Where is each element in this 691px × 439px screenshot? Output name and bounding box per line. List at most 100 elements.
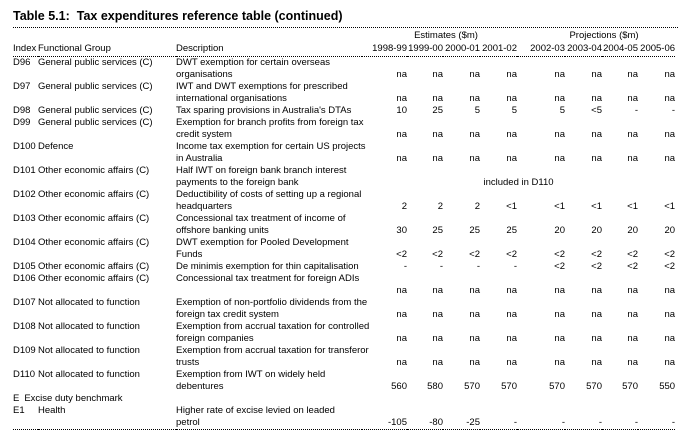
row-value: na	[591, 309, 602, 320]
row-description-line: DWT exemption for Pooled Development	[176, 237, 349, 248]
row-group: Not allocated to function	[38, 321, 140, 332]
estimates-group-header: Estimates ($m)	[414, 30, 478, 41]
row-value: na	[432, 309, 443, 320]
row-value: <2	[554, 261, 565, 272]
row-description: Exemption from accrual taxation for cont…	[176, 321, 370, 345]
row-value: na	[664, 93, 676, 104]
row-description: Exemption of non-portfolio dividends fro…	[176, 297, 367, 321]
row-value: <2	[506, 249, 517, 260]
row-index: D98	[13, 105, 31, 116]
table-row: D104 Other economic affairs (C) DWT exempt…	[13, 237, 675, 261]
row-value: na	[591, 153, 602, 164]
row-value: <2	[627, 261, 638, 272]
table-row: D101 Other economic affairs (C) Half IWT o…	[13, 165, 675, 189]
row-index: D104	[13, 237, 36, 248]
table-row: D98 General public services (C) Tax sparin…	[13, 105, 675, 117]
column-header-year: 1999-00	[407, 42, 443, 57]
row-value: na	[469, 285, 480, 296]
row-value: na	[506, 333, 517, 344]
table-title: Table 5.1: Tax expenditures reference tab…	[13, 9, 678, 28]
row-value: 580	[427, 381, 443, 392]
row-index: D103	[13, 213, 36, 224]
row-value: na	[554, 333, 565, 344]
row-description-line: Deductibility of costs of setting up a r…	[176, 189, 362, 200]
row-description-line: Higher rate of excise levied on leaded	[176, 405, 335, 416]
row-value: na	[432, 69, 443, 80]
row-value: -	[513, 261, 517, 272]
column-header-year: 2000-01	[443, 42, 480, 57]
row-description-line: Half IWT on foreign bank branch interest	[176, 165, 347, 176]
row-index: D110	[13, 369, 36, 380]
row-value: na	[396, 93, 407, 104]
row-description-line: headquarters	[176, 201, 232, 212]
row-value: na	[627, 129, 638, 140]
row-value: na	[664, 129, 676, 140]
row-value: na	[469, 309, 480, 320]
row-description-line: trusts	[176, 357, 200, 368]
column-header-year: 2001-02	[480, 42, 517, 57]
row-description: Concessional tax treatment for foreign A…	[176, 273, 362, 297]
row-value: <2	[591, 261, 602, 272]
row-value: na	[396, 69, 407, 80]
column-header-year: 2005-06	[638, 42, 676, 57]
row-note: included in D110	[483, 177, 554, 188]
row-value: <2	[664, 249, 676, 260]
row-description: De minimis exemption for thin capitalisa…	[176, 261, 362, 273]
row-description-line: foreign tax credit system	[176, 309, 279, 320]
row-description-line: international organisations	[176, 93, 287, 104]
row-value: na	[664, 69, 676, 80]
row-description-line: Concessional tax treatment of income of	[176, 213, 346, 224]
row-index: D107	[13, 297, 36, 308]
row-description: DWT exemption for Pooled Development Fund…	[176, 237, 362, 261]
row-description-line	[176, 285, 362, 297]
row-value: na	[396, 357, 407, 368]
row-description-line: in Australia	[176, 153, 223, 164]
row-value: na	[506, 309, 517, 320]
row-value: 2	[401, 201, 407, 212]
row-value: -	[561, 417, 565, 428]
group-header-spacer	[13, 28, 362, 42]
row-value: na	[591, 333, 602, 344]
row-group: Not allocated to function	[38, 297, 140, 308]
table-row: D103 Other economic affairs (C) Concession…	[13, 213, 675, 237]
row-description: Exemption for branch profits from foreig…	[176, 117, 364, 141]
row-value: na	[506, 129, 517, 140]
section-index: E	[13, 393, 20, 404]
row-value: na	[506, 153, 517, 164]
row-group: General public services (C)	[38, 105, 153, 116]
column-header-year: 2004-05	[602, 42, 638, 57]
row-group: Health	[38, 405, 66, 416]
row-value: na	[627, 69, 638, 80]
table-header: Estimates ($m) Projections ($m) Index Fu…	[13, 28, 676, 57]
row-value: 560	[391, 381, 407, 392]
row-index: D109	[13, 345, 36, 356]
column-header-year: 2002-03	[517, 42, 565, 57]
row-value: 20	[591, 225, 602, 236]
row-value: 5	[511, 105, 517, 116]
row-description: Exemption from IWT on widely held debentu…	[176, 369, 362, 393]
row-value: 570	[586, 381, 602, 392]
row-value: na	[627, 93, 638, 104]
row-value: <2	[627, 249, 638, 260]
row-value: na	[664, 309, 676, 320]
row-description-line: Exemption from accrual taxation for tran…	[176, 345, 369, 356]
table-row: D97 General public services (C) IWT and DW…	[13, 81, 675, 105]
row-group: Other economic affairs (C)	[38, 237, 150, 248]
row-description-line: Exemption for branch profits from foreig…	[176, 117, 364, 128]
row-value: na	[469, 357, 480, 368]
row-description-line: Exemption from accrual taxation for cont…	[176, 321, 370, 332]
row-value: -	[598, 417, 602, 428]
row-value: na	[554, 153, 565, 164]
row-index: D100	[13, 141, 36, 152]
row-value: na	[432, 333, 443, 344]
row-value: na	[506, 93, 517, 104]
row-group: General public services (C)	[38, 81, 153, 92]
row-description-line: credit system	[176, 129, 232, 140]
row-value: na	[432, 129, 443, 140]
row-value: na	[664, 357, 676, 368]
row-value: 10	[396, 105, 407, 116]
row-index: D96	[13, 57, 31, 68]
row-value: na	[554, 285, 565, 296]
row-group: Other economic affairs (C)	[38, 273, 150, 284]
table-title-number: Table 5.1:	[13, 9, 70, 23]
